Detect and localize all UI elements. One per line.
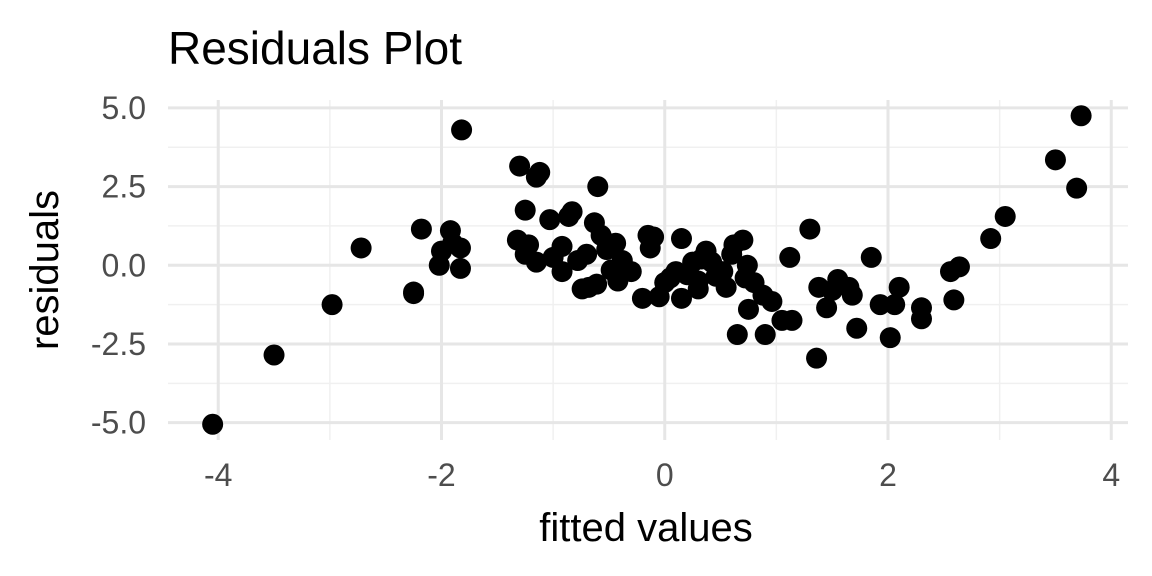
data-point bbox=[525, 251, 547, 273]
data-point bbox=[620, 261, 642, 283]
data-point bbox=[631, 287, 653, 309]
x-tick-label: 2 bbox=[879, 457, 897, 493]
data-point bbox=[263, 344, 285, 366]
data-point bbox=[509, 155, 531, 177]
data-point bbox=[670, 228, 692, 250]
data-point bbox=[410, 218, 432, 240]
data-point bbox=[816, 297, 838, 319]
data-point bbox=[643, 226, 665, 248]
y-axis-ticks: -5.0 -2.5 0.0 2.5 5.0 bbox=[91, 90, 146, 441]
data-point bbox=[799, 218, 821, 240]
data-point bbox=[539, 209, 561, 231]
chart-title: Residuals Plot bbox=[168, 22, 462, 74]
data-point bbox=[449, 257, 471, 279]
data-point bbox=[712, 261, 734, 283]
data-point bbox=[551, 261, 573, 283]
data-point bbox=[737, 298, 759, 320]
y-tick-label: 2.5 bbox=[102, 169, 146, 205]
data-point bbox=[910, 297, 932, 319]
data-point bbox=[994, 205, 1016, 227]
data-point bbox=[879, 327, 901, 349]
data-point bbox=[576, 243, 598, 265]
data-point bbox=[321, 294, 343, 316]
data-point bbox=[846, 317, 868, 339]
data-point bbox=[687, 278, 709, 300]
data-point bbox=[781, 309, 803, 331]
data-point bbox=[779, 246, 801, 268]
data-point bbox=[888, 276, 910, 298]
data-point bbox=[451, 119, 473, 141]
data-point bbox=[350, 237, 372, 259]
data-points bbox=[202, 105, 1092, 435]
data-point bbox=[884, 294, 906, 316]
data-point bbox=[943, 289, 965, 311]
data-point bbox=[403, 283, 425, 305]
y-axis-label: residuals bbox=[23, 190, 67, 350]
data-point bbox=[754, 324, 776, 346]
x-tick-label: 4 bbox=[1102, 457, 1120, 493]
data-point bbox=[202, 413, 224, 435]
x-axis-label: fitted values bbox=[539, 506, 752, 550]
data-point bbox=[449, 237, 471, 259]
data-point bbox=[980, 228, 1002, 250]
y-tick-label: 0.0 bbox=[102, 247, 146, 283]
data-point bbox=[806, 347, 828, 369]
x-tick-label: -4 bbox=[204, 457, 232, 493]
data-point bbox=[948, 256, 970, 278]
data-point bbox=[587, 176, 609, 198]
data-point bbox=[514, 199, 536, 221]
data-point bbox=[869, 294, 891, 316]
data-point bbox=[1066, 177, 1088, 199]
data-point bbox=[841, 284, 863, 306]
plot-grid bbox=[168, 100, 1128, 440]
data-point bbox=[605, 232, 627, 254]
data-point bbox=[715, 276, 737, 298]
data-point bbox=[670, 287, 692, 309]
data-point bbox=[1044, 149, 1066, 171]
data-point bbox=[561, 201, 583, 223]
y-tick-label: -2.5 bbox=[91, 326, 146, 362]
x-axis-ticks: -4 -2 0 2 4 bbox=[204, 457, 1120, 493]
data-point bbox=[529, 161, 551, 183]
data-point bbox=[726, 324, 748, 346]
y-tick-label: 5.0 bbox=[102, 90, 146, 126]
data-point bbox=[736, 254, 758, 276]
x-tick-label: 0 bbox=[656, 457, 674, 493]
data-point bbox=[732, 229, 754, 251]
x-tick-label: -2 bbox=[427, 457, 455, 493]
data-point bbox=[860, 246, 882, 268]
y-tick-label: -5.0 bbox=[91, 405, 146, 441]
data-point bbox=[1070, 105, 1092, 127]
data-point bbox=[586, 273, 608, 295]
data-point bbox=[761, 290, 783, 312]
data-point bbox=[518, 234, 540, 256]
data-point bbox=[551, 235, 573, 257]
